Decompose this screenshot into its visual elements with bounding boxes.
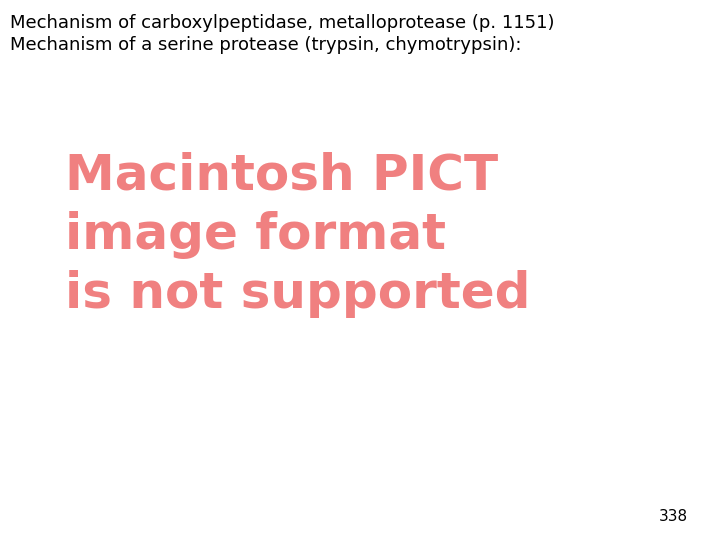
- Text: Mechanism of carboxylpeptidase, metalloprotease (p. 1151)
Mechanism of a serine : Mechanism of carboxylpeptidase, metallop…: [10, 14, 554, 53]
- Text: Macintosh PICT
image format
is not supported: Macintosh PICT image format is not suppo…: [65, 151, 531, 318]
- Text: 338: 338: [659, 509, 688, 524]
